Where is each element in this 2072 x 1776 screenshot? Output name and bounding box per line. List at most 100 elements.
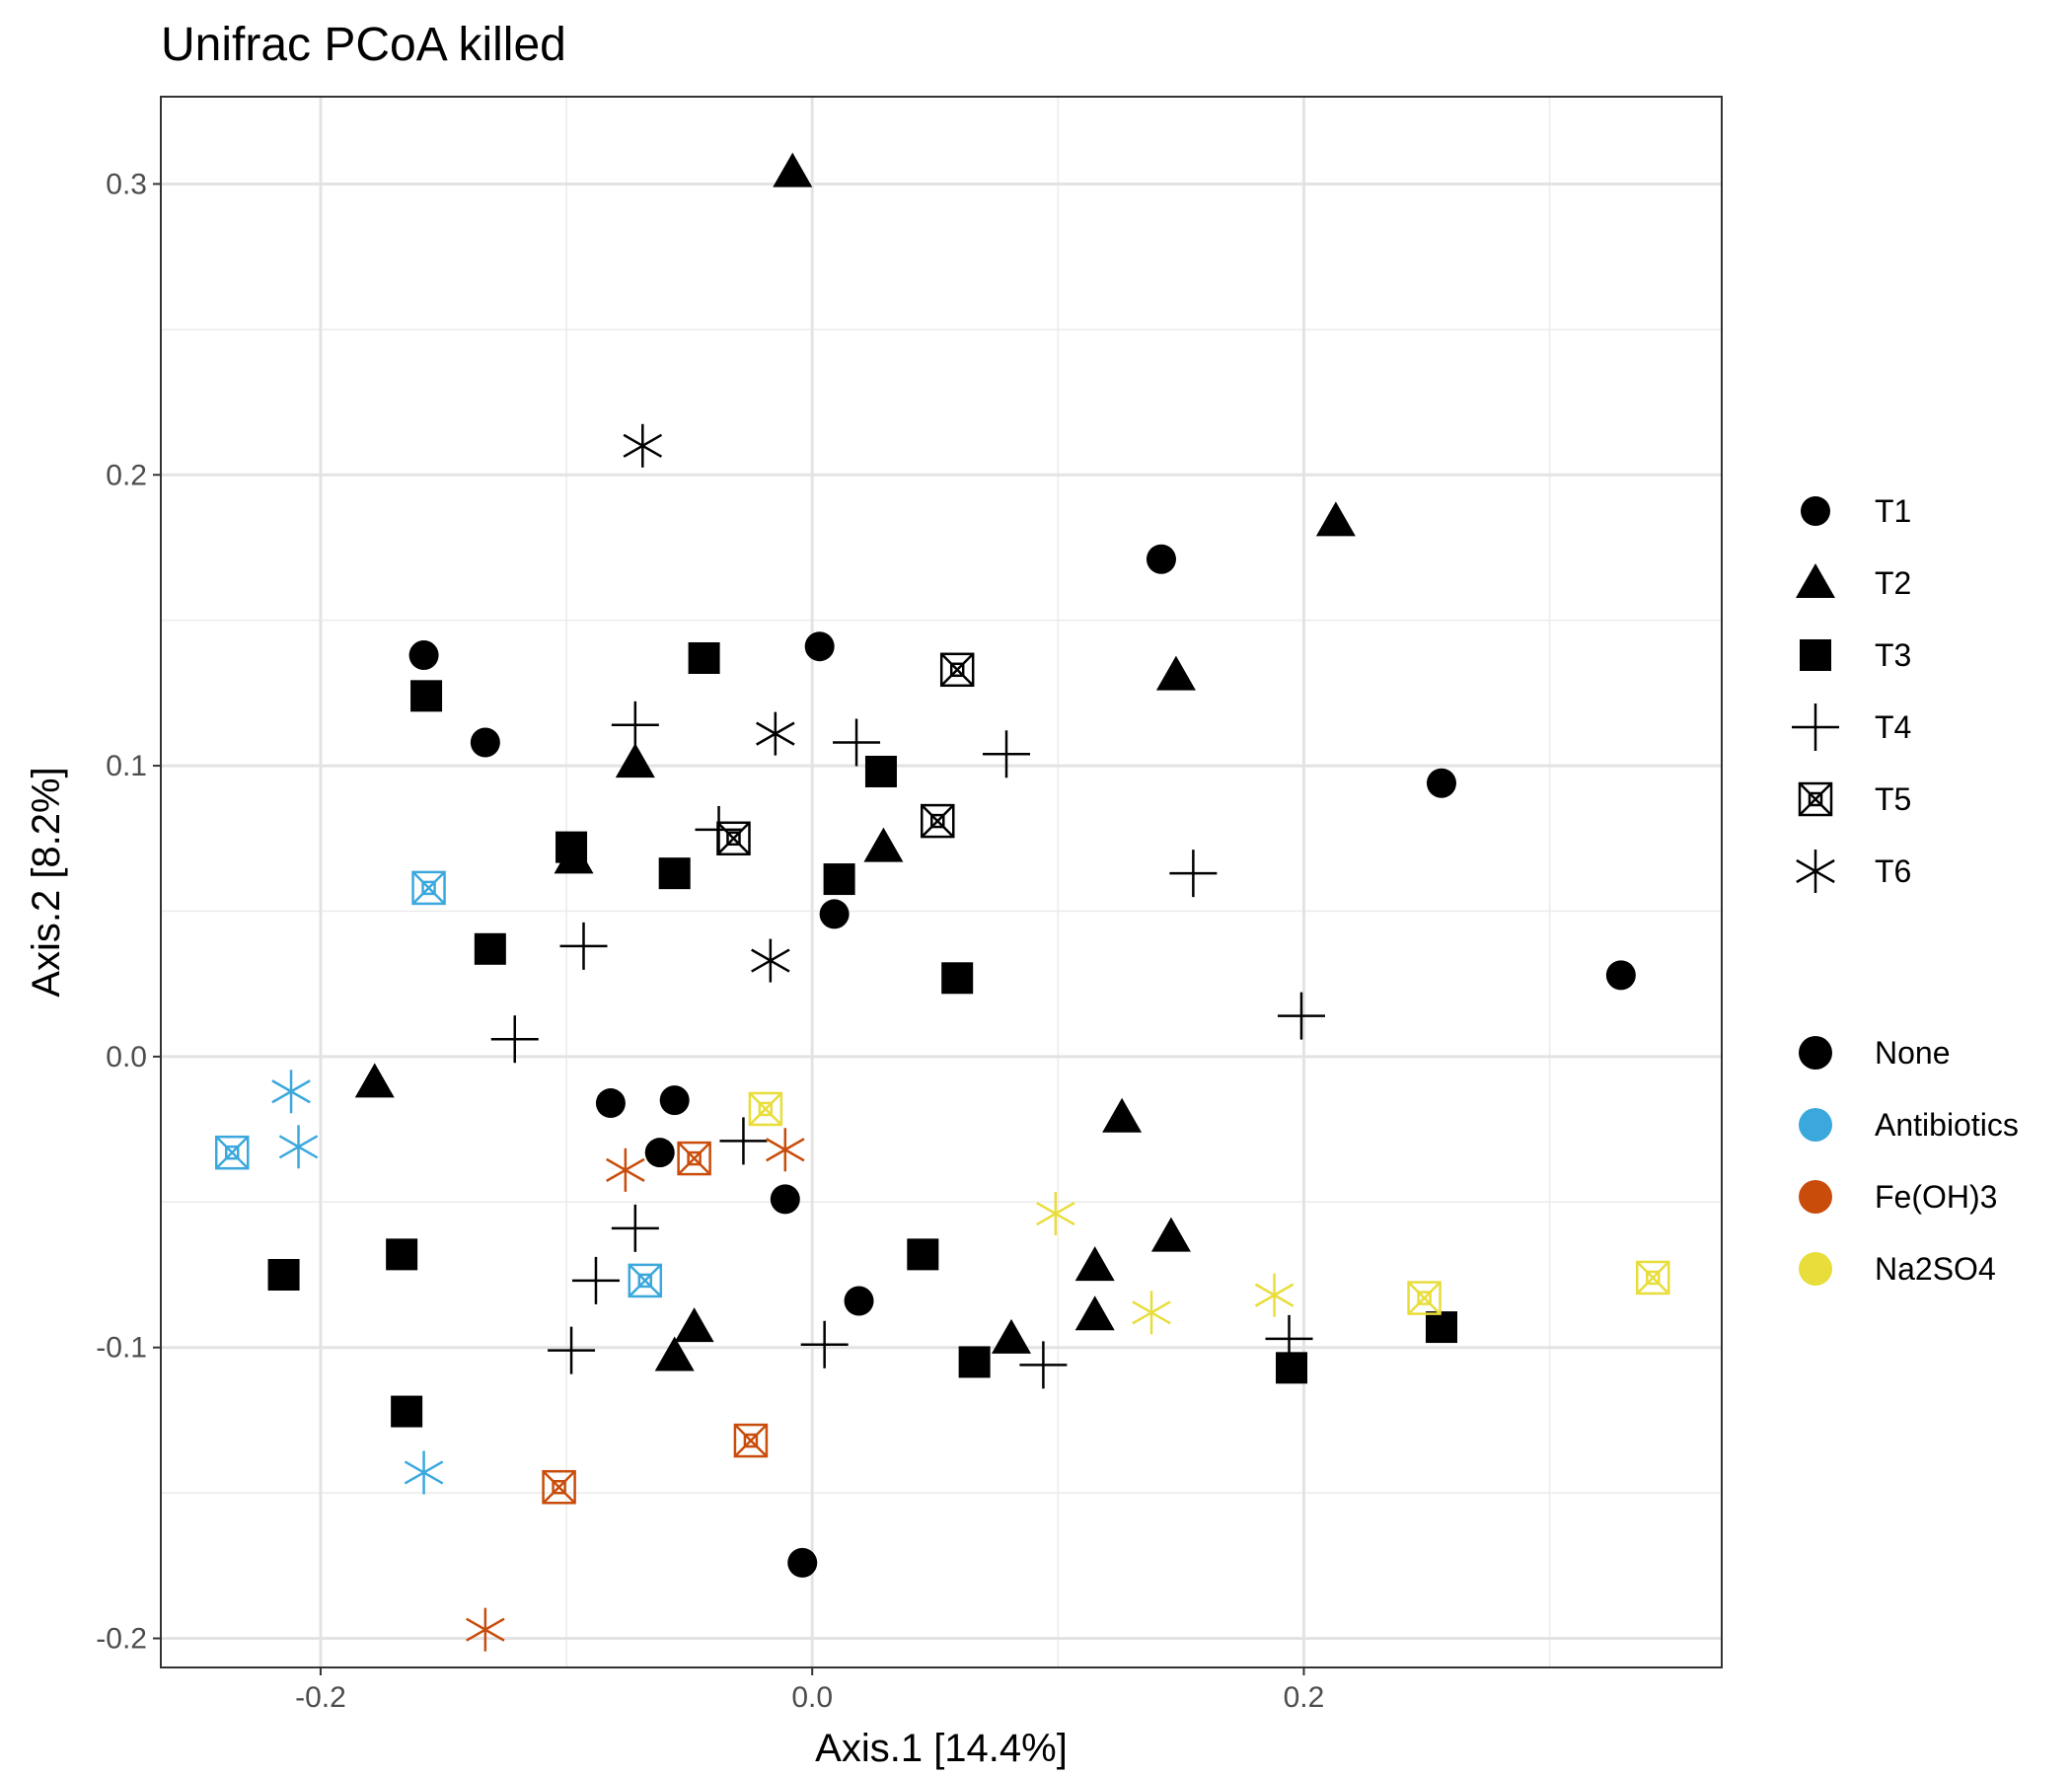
point-boxx (214, 1135, 250, 1170)
legend-key-color (1799, 1252, 1832, 1286)
legend-label-t2: T2 (1875, 565, 1911, 601)
legend-label-t5: T5 (1875, 781, 1911, 817)
point-triangle (1150, 1217, 1191, 1252)
legend-label-t6: T6 (1875, 853, 1911, 889)
point-triangle (674, 1307, 714, 1343)
point-circle (819, 899, 850, 929)
legend-key-color (1799, 1108, 1832, 1142)
point-square (688, 641, 720, 674)
point-square (823, 863, 855, 896)
legend-key-color (1799, 1180, 1832, 1214)
point-triangle (992, 1318, 1032, 1354)
point-plus (611, 701, 659, 749)
y-tick-label: 0.1 (106, 750, 147, 782)
y-tick-label: 0.3 (106, 168, 147, 200)
legend-key-t1 (1801, 496, 1830, 526)
point-boxx (939, 652, 975, 688)
y-tick-label: 0.0 (106, 1041, 147, 1073)
point-square (941, 962, 974, 995)
point-plus (548, 1326, 596, 1374)
point-square (907, 1238, 939, 1271)
point-square (391, 1395, 423, 1428)
x-tick-label: 0.2 (1284, 1681, 1325, 1714)
point-plus (1169, 850, 1218, 898)
point-triangle (1074, 1295, 1115, 1331)
major-gridlines (161, 97, 1722, 1667)
point-asterisk (623, 423, 663, 468)
point-boxx (1635, 1260, 1670, 1295)
point-circle (770, 1184, 800, 1215)
legend-key-t6 (1796, 850, 1835, 893)
legend-label-color: None (1875, 1035, 1951, 1071)
point-square (658, 857, 691, 890)
point-plus (559, 922, 608, 970)
point-square (267, 1259, 300, 1291)
point-circle (595, 1088, 626, 1119)
point-plus (800, 1320, 849, 1369)
point-plus (490, 1015, 539, 1064)
point-asterisk (1254, 1273, 1295, 1317)
point-triangle (863, 827, 904, 862)
shape-legend: T1 T2 T3 T4 T5 T6 (1792, 493, 1911, 893)
point-circle (659, 1085, 690, 1116)
point-triangle (1074, 1246, 1115, 1282)
point-circle (1426, 768, 1456, 798)
y-tick-label: -0.1 (96, 1332, 147, 1365)
legend-label-color: Na2SO4 (1875, 1251, 1996, 1287)
point-asterisk (466, 1607, 505, 1652)
legend-key-color (1799, 1036, 1832, 1070)
point-plus (983, 730, 1031, 778)
point-square (474, 932, 506, 965)
point-circle (787, 1547, 818, 1578)
point-boxx (748, 1091, 783, 1127)
point-square (386, 1238, 418, 1271)
point-triangle (1315, 501, 1356, 537)
legend-label-color: Fe(OH)3 (1875, 1179, 1997, 1215)
legend-label-t3: T3 (1875, 637, 1911, 673)
point-asterisk (766, 1128, 805, 1172)
point-boxx (921, 803, 955, 839)
point-boxx (1407, 1281, 1442, 1315)
point-triangle (773, 152, 813, 187)
point-circle (470, 727, 500, 758)
point-triangle (1155, 655, 1196, 691)
point-circle (844, 1286, 874, 1316)
point-asterisk (1036, 1192, 1075, 1236)
point-plus (833, 718, 881, 767)
point-boxx (628, 1263, 663, 1298)
x-axis-title: Axis.1 [14.4%] (815, 1727, 1068, 1770)
point-asterisk (404, 1450, 444, 1495)
x-tick-label: 0.0 (791, 1681, 833, 1714)
point-circle (1146, 544, 1176, 574)
chart-title: Unifrac PCoA killed (161, 19, 566, 71)
point-triangle (354, 1063, 395, 1098)
point-circle (804, 631, 835, 662)
point-asterisk (1132, 1291, 1171, 1335)
y-axis-title: Axis.2 [8.2%] (25, 767, 68, 997)
y-tick-label: -0.2 (96, 1623, 147, 1656)
point-asterisk (756, 711, 795, 756)
point-circle (1605, 960, 1636, 991)
data-points (214, 152, 1670, 1652)
point-asterisk (606, 1147, 645, 1192)
legend-key-t5 (1798, 781, 1833, 817)
plot-panel-border (160, 96, 1723, 1668)
point-plus (719, 1117, 768, 1165)
legend-label-color: Antibiotics (1875, 1107, 2019, 1143)
point-square (1276, 1352, 1308, 1384)
point-square (555, 831, 588, 863)
point-asterisk (751, 938, 790, 983)
point-circle (408, 640, 439, 671)
axis-tick-labels: -0.2 0.0 0.2 -0.2 -0.1 0.0 0.1 0.2 0.3 (96, 168, 1324, 1714)
point-plus (571, 1256, 620, 1304)
color-legend: None Antibiotics Fe(OH)3 Na2SO4 (1799, 1035, 2019, 1287)
point-boxx (411, 870, 446, 906)
point-circle (644, 1138, 675, 1168)
y-tick-label: 0.2 (106, 459, 147, 491)
point-plus (1277, 992, 1325, 1040)
point-boxx (677, 1141, 711, 1176)
point-square (410, 680, 443, 712)
point-asterisk (278, 1125, 319, 1169)
axis-ticks (153, 183, 1305, 1675)
